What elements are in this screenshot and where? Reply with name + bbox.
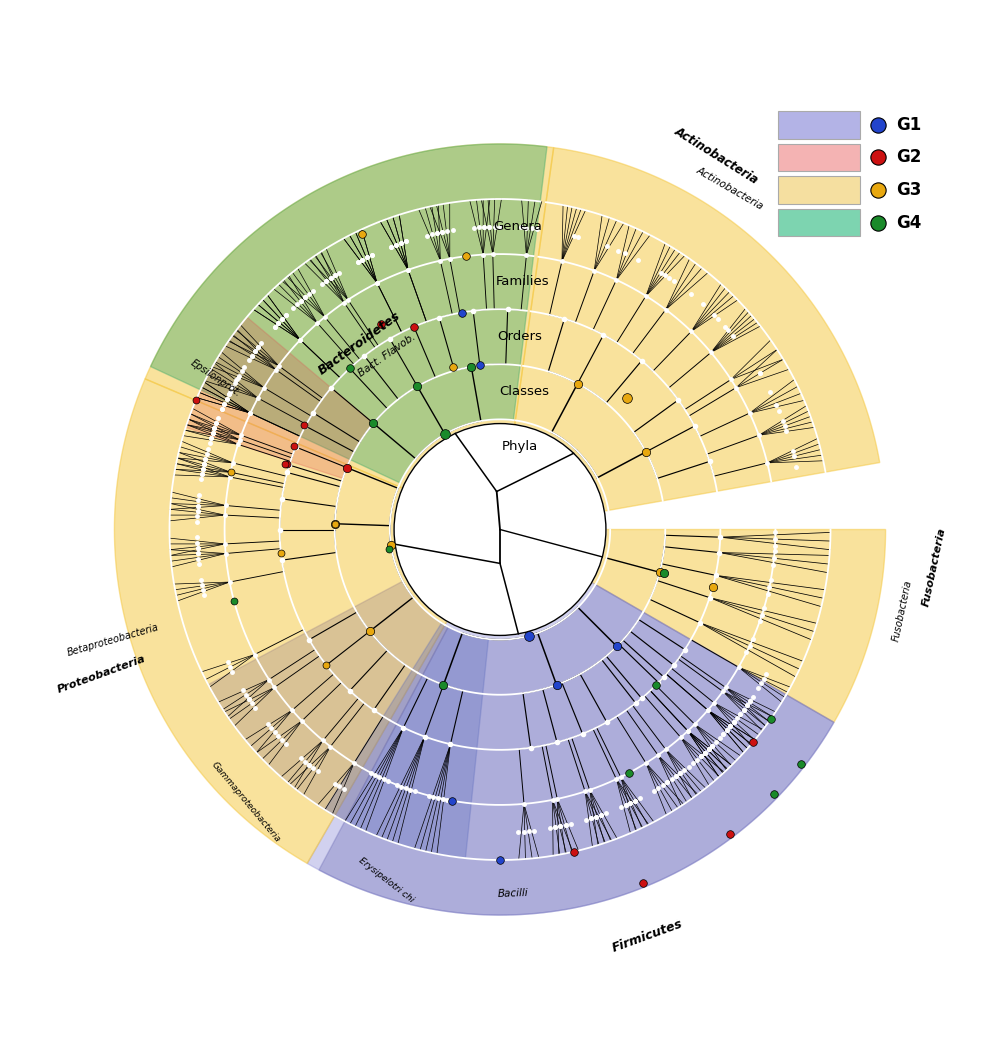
Text: Actinobacteria: Actinobacteria — [672, 124, 760, 186]
Text: Actinobacteria: Actinobacteria — [695, 165, 765, 212]
Polygon shape — [325, 623, 488, 858]
Text: G3: G3 — [896, 181, 922, 199]
Text: Classes: Classes — [499, 385, 549, 398]
Text: Bacteroidetes: Bacteroidetes — [316, 309, 403, 377]
FancyBboxPatch shape — [778, 176, 860, 204]
Text: Erysipelotri chi: Erysipelotri chi — [357, 856, 415, 904]
Polygon shape — [151, 144, 547, 483]
Text: G2: G2 — [896, 148, 922, 166]
Polygon shape — [307, 557, 834, 915]
Text: Fusobacteria: Fusobacteria — [921, 527, 948, 608]
Text: Phyla: Phyla — [501, 441, 538, 453]
Text: Epsilonprot.: Epsilonprot. — [189, 358, 243, 399]
Polygon shape — [548, 530, 886, 722]
Polygon shape — [186, 317, 373, 479]
Text: Betaproteobacteria: Betaproteobacteria — [66, 623, 160, 659]
Text: Families: Families — [496, 275, 549, 288]
Polygon shape — [145, 144, 554, 508]
Polygon shape — [319, 585, 834, 915]
FancyBboxPatch shape — [778, 209, 860, 236]
Text: Proteobacteria: Proteobacteria — [56, 653, 147, 695]
Text: Genera: Genera — [494, 220, 543, 233]
Text: Firmicutes: Firmicutes — [611, 917, 685, 954]
Text: Fusobacteria: Fusobacteria — [891, 579, 914, 643]
Text: Orders: Orders — [498, 330, 542, 343]
Text: Gammaproteobacteria: Gammaproteobacteria — [209, 760, 282, 844]
FancyBboxPatch shape — [778, 144, 860, 172]
Polygon shape — [508, 147, 880, 520]
Polygon shape — [114, 379, 472, 863]
Circle shape — [394, 424, 606, 635]
Text: Bact. Flavob.: Bact. Flavob. — [356, 331, 417, 379]
Text: G4: G4 — [896, 214, 922, 232]
Text: G1: G1 — [896, 115, 921, 133]
FancyBboxPatch shape — [778, 111, 860, 139]
Polygon shape — [208, 581, 448, 822]
Text: Bacilli: Bacilli — [497, 889, 528, 899]
